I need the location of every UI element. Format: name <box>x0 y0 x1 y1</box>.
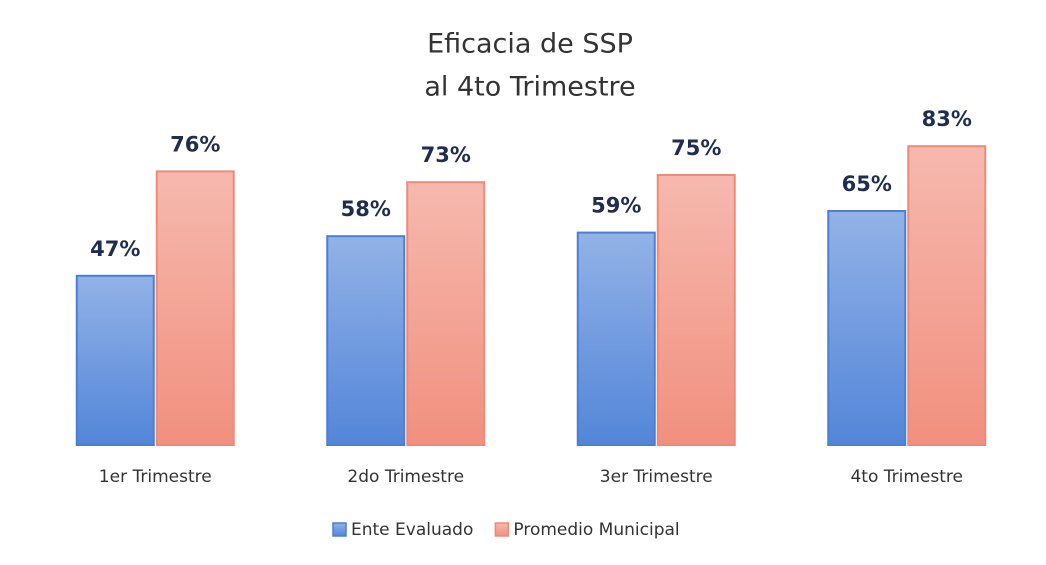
bar <box>75 274 155 446</box>
x-tick-label: 3er Trimestre <box>600 467 713 487</box>
legend-label: Ente Evaluado <box>351 520 473 540</box>
value-label: 76% <box>170 132 220 156</box>
bar <box>827 210 907 446</box>
bar <box>326 235 406 446</box>
bar <box>656 174 736 446</box>
x-tick-label: 1er Trimestre <box>99 467 212 487</box>
legend-swatch <box>494 522 510 537</box>
value-label: 59% <box>591 194 641 218</box>
bar <box>907 145 987 446</box>
x-tick-label: 2do Trimestre <box>347 467 464 487</box>
chart-title: al 4to Trimestre <box>424 72 635 103</box>
value-label: 58% <box>341 197 391 221</box>
legend-swatch <box>332 522 347 537</box>
x-tick-label: 4to Trimestre <box>850 467 963 487</box>
bar <box>155 170 235 446</box>
chart-title: Eficacia de SSP <box>427 29 633 60</box>
bar <box>576 231 656 446</box>
legend-label: Promedio Municipal <box>513 520 679 540</box>
value-label: 65% <box>842 172 892 196</box>
value-label: 47% <box>90 237 140 261</box>
bar <box>406 181 486 446</box>
value-label: 83% <box>922 107 972 131</box>
value-label: 73% <box>421 143 471 167</box>
value-label: 75% <box>671 136 721 160</box>
